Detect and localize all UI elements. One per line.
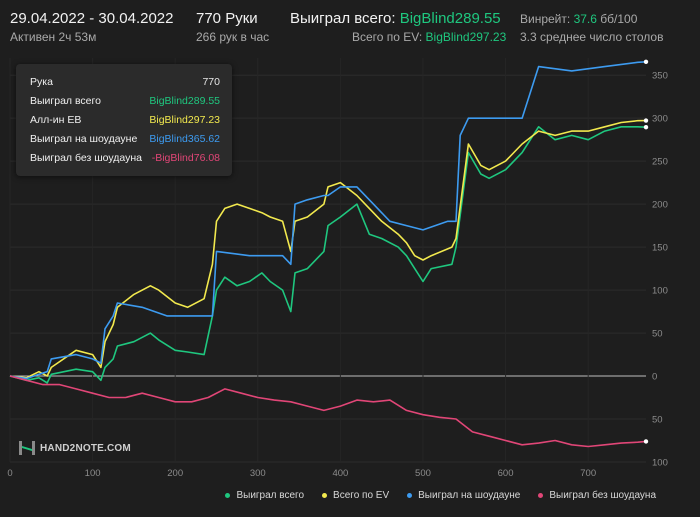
y-tick-label: 0	[652, 372, 657, 383]
legend-label: Выиграл всего	[236, 490, 305, 501]
winrate-label: Винрейт:	[520, 12, 571, 26]
x-tick-label: 300	[250, 468, 266, 479]
tooltip-row-value: BigBlind289.55	[149, 95, 220, 107]
tooltip-row: Алл-ин EB BigBlind297.23	[30, 114, 220, 126]
series-line	[9, 119, 647, 379]
tooltip-row-value: 770	[202, 76, 220, 88]
tooltip-row: Выиграл без шоудауна -BigBlind76.08	[30, 152, 220, 164]
y-tick-label: 100	[652, 458, 668, 469]
y-tick-label: 350	[652, 71, 668, 82]
hands-per-hour: 266 рук в час	[196, 30, 270, 44]
series-end-point	[643, 439, 649, 444]
legend-dot	[407, 493, 413, 498]
avg-tables: 3.3 среднее число столов	[520, 30, 664, 44]
y-tick-label: 250	[652, 157, 668, 168]
series-line	[9, 126, 647, 384]
tooltip-row-value: BigBlind365.62	[149, 133, 220, 145]
winrate-value: 37.6	[573, 12, 597, 26]
hand2note-logo: HAND2NOTE.COM	[18, 440, 131, 456]
legend-item[interactable]: Выиграл без шоудауна	[538, 490, 656, 501]
won-total-label: Выиграл всего:	[290, 10, 396, 27]
winrate: Винрейт: 37.6 бб/100	[520, 12, 637, 26]
x-tick-label: 0	[7, 468, 12, 479]
legend-item[interactable]: Всего по EV	[322, 490, 389, 501]
legend-label: Выиграл на шоудауне	[418, 490, 521, 501]
legend-dot	[225, 493, 231, 498]
x-tick-label: 100	[85, 468, 101, 479]
hand2note-logo-icon	[19, 441, 35, 455]
legend-item[interactable]: Выиграл всего	[225, 490, 304, 501]
hand-tooltip: Рука 770 Выиграл всего BigBlind289.55 Алл-ин…	[16, 64, 232, 176]
hand2note-logo-text: HAND2NOTE.COM	[40, 442, 131, 454]
x-tick-label: 200	[167, 468, 183, 479]
tooltip-row: Выиграл всего BigBlind289.55	[30, 95, 220, 107]
x-tick-label: 500	[415, 468, 431, 479]
tooltip-row-label: Алл-ин EB	[30, 114, 82, 126]
y-tick-label: 100	[652, 286, 668, 297]
header: 29.04.2022 - 30.04.2022 Активен 2ч 53м 7…	[0, 0, 700, 50]
y-tick-label: 200	[652, 200, 668, 211]
y-tick-label: 50	[652, 415, 663, 426]
chart-series	[9, 59, 649, 448]
won-total: Выиграл всего: BigBlind289.55	[290, 10, 501, 27]
y-tick-label: 150	[652, 243, 668, 254]
active-time: Активен 2ч 53м	[10, 30, 97, 44]
tooltip-row-label: Выиграл всего	[30, 95, 101, 107]
tooltip-row-label: Рука	[30, 76, 53, 88]
y-tick-label: 50	[652, 329, 663, 340]
legend-label: Всего по EV	[333, 490, 390, 501]
tooltip-row-label: Выиграл без шоудауна	[30, 152, 142, 164]
legend-label: Выиграл без шоудауна	[549, 490, 656, 501]
tooltip-row-value: -BigBlind76.08	[151, 152, 220, 164]
x-tick-label: 600	[498, 468, 514, 479]
tooltip-row: Выиграл на шоудауне BigBlind365.62	[30, 133, 220, 145]
tooltip-row-label: Выиграл на шоудауне	[30, 133, 138, 145]
series-end-point	[643, 124, 649, 130]
chart-legend: Выиграл всего Всего по EV Выиграл на шоуда…	[225, 490, 656, 501]
x-tick-label: 400	[332, 468, 348, 479]
won-total-value: BigBlind289.55	[399, 10, 501, 27]
winrate-unit: бб/100	[600, 12, 638, 26]
x-tick-label: 700	[580, 468, 596, 479]
series-line	[9, 61, 647, 380]
ev-total: Всего по EV: BigBlind297.23	[352, 30, 506, 44]
series-line	[9, 375, 647, 448]
legend-dot	[538, 493, 544, 498]
series-end-point	[643, 59, 649, 64]
ev-total-value: BigBlind297.23	[425, 30, 507, 44]
chart-grid	[9, 58, 646, 463]
tooltip-row: Рука 770	[30, 76, 220, 88]
series-end-point	[643, 118, 649, 123]
legend-item[interactable]: Выиграл на шоудауне	[407, 490, 520, 501]
ev-total-label: Всего по EV:	[352, 30, 423, 44]
legend-dot	[322, 493, 328, 498]
hands-count: 770 Руки	[196, 10, 258, 27]
tooltip-row-value: BigBlind297.23	[149, 114, 220, 126]
date-range: 29.04.2022 - 30.04.2022	[10, 10, 174, 27]
y-tick-label: 300	[652, 114, 668, 125]
